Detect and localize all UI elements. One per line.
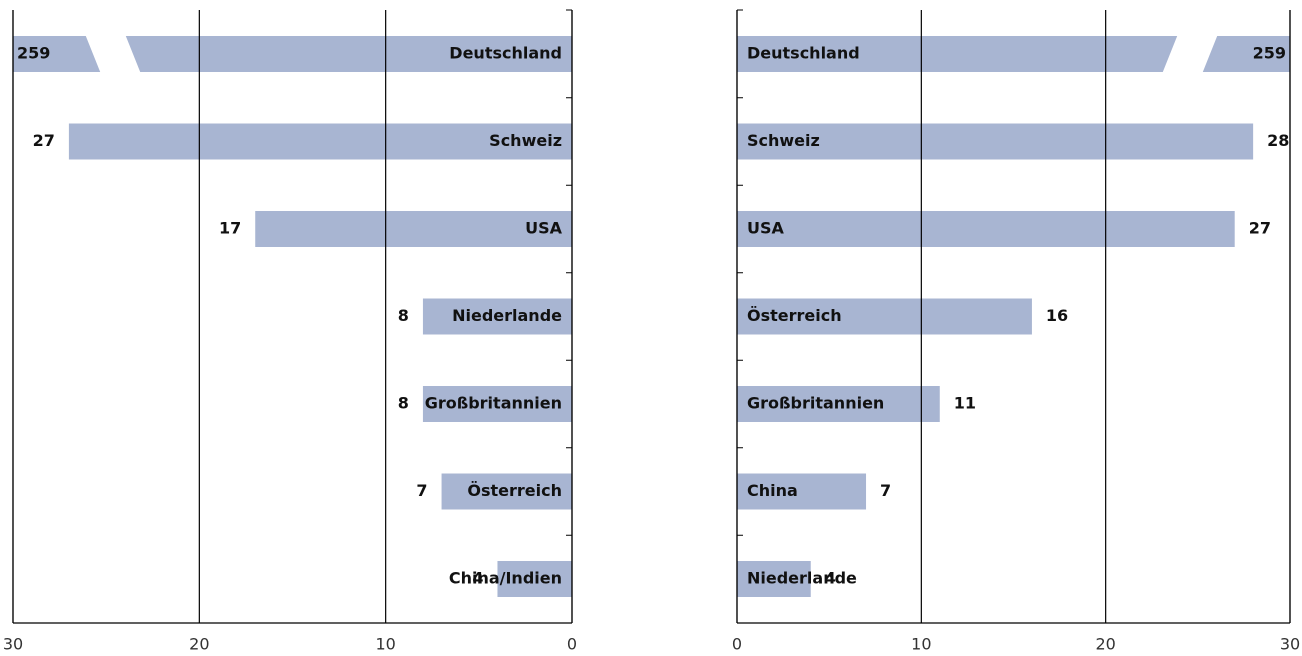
category-label: Österreich: [467, 481, 562, 500]
plot: [737, 34, 1290, 597]
category-label: Niederlande: [747, 569, 857, 588]
x-tick-label: 10: [375, 635, 395, 654]
category-label: Deutschland: [449, 44, 562, 63]
category-label: Großbritannien: [425, 394, 562, 413]
bar: [737, 386, 940, 422]
value-label: 17: [219, 219, 241, 238]
category-label: Deutschland: [747, 44, 860, 63]
category-label: Schweiz: [747, 131, 820, 150]
bar: [737, 211, 1235, 247]
plot: [13, 34, 572, 597]
value-label: 4: [825, 569, 836, 588]
bar: [497, 561, 572, 597]
value-label: 8: [398, 306, 409, 325]
value-label: 27: [1249, 219, 1271, 238]
category-label: Schweiz: [489, 131, 562, 150]
axis-break: [85, 34, 141, 74]
x-tick-label: 0: [567, 635, 577, 654]
bar: [737, 473, 867, 510]
bar: [422, 298, 572, 335]
bar: [255, 211, 572, 247]
value-label: 259: [1253, 44, 1286, 63]
x-tick-label: 20: [1095, 635, 1115, 654]
value-label: 259: [17, 44, 50, 63]
bar: [441, 473, 572, 510]
category-label: Niederlande: [452, 306, 562, 325]
category-label: USA: [747, 219, 785, 238]
value-label: 8: [398, 394, 409, 413]
value-label: 7: [880, 481, 891, 500]
bar: [737, 561, 811, 597]
value-label: 28: [1267, 131, 1289, 150]
category-label: China: [747, 481, 798, 500]
bar: [737, 123, 1254, 160]
category-label: China/Indien: [449, 569, 562, 588]
x-tick-label: 30: [1280, 635, 1300, 654]
category-label: Österreich: [747, 306, 842, 325]
x-tick-label: 10: [911, 635, 931, 654]
axis-break: [1162, 34, 1218, 74]
bar: [422, 386, 572, 422]
value-label: 16: [1046, 306, 1068, 325]
value-label: 4: [472, 569, 483, 588]
bar: [68, 123, 572, 160]
bar: [737, 298, 1032, 335]
x-tick-label: 30: [3, 635, 23, 654]
x-tick-label: 0: [732, 635, 742, 654]
value-label: 7: [416, 481, 427, 500]
value-label: 11: [954, 394, 976, 413]
category-label: USA: [525, 219, 563, 238]
category-label: Großbritannien: [747, 394, 884, 413]
x-tick-label: 20: [189, 635, 209, 654]
value-label: 27: [33, 131, 55, 150]
